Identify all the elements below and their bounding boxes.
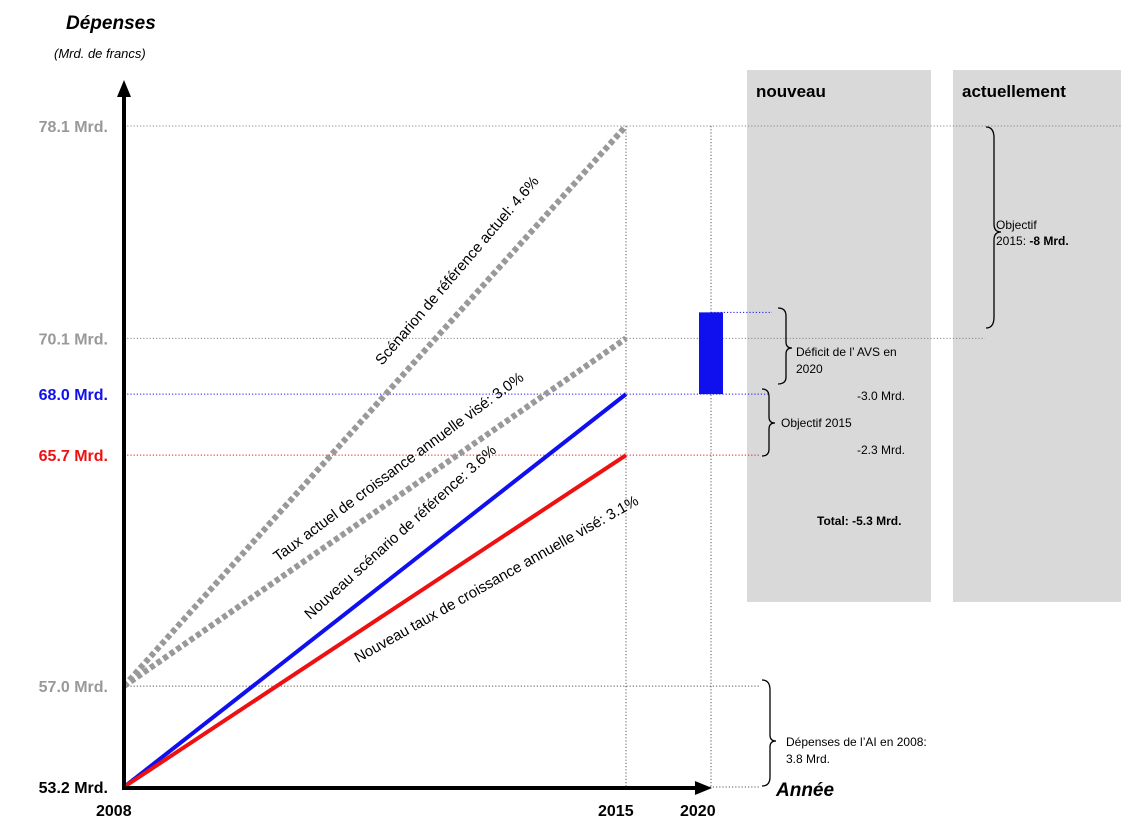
annotation-ai-line1: Dépenses de l’AI en 2008: — [786, 735, 927, 749]
x-tick-labels: 2008 2015 2020 — [96, 803, 716, 820]
brace-actuellement — [985, 126, 1002, 329]
annotation-ai-line2: 3.8 Mrd. — [786, 752, 830, 766]
annotation-objectif2015-value: -2.3 Mrd. — [857, 443, 905, 457]
y-tick-label-2: 68.0 Mrd. — [39, 387, 108, 404]
x-tick-label-2008: 2008 — [96, 803, 132, 820]
y-tick-label-3: 65.7 Mrd. — [39, 448, 108, 465]
y-axis-unit: (Mrd. de francs) — [54, 46, 146, 61]
panel-nouveau-title: nouveau — [756, 82, 826, 101]
annotation-objectif: Objectif — [996, 218, 1037, 232]
annotation-deficit-value: -3.0 Mrd. — [857, 389, 905, 403]
panel-actuellement — [953, 70, 1121, 602]
annotation-objectif2015: Objectif 2015 — [781, 416, 852, 430]
y-tick-label-0: 78.1 Mrd. — [39, 119, 108, 136]
deficit-bar — [699, 312, 723, 395]
panel-actuellement-title: actuellement — [962, 82, 1066, 101]
y-axis-arrow — [117, 80, 131, 97]
y-tick-labels: 78.1 Mrd. 70.1 Mrd. 68.0 Mrd. 65.7 Mrd. 57.0… — [39, 119, 108, 797]
x-tick-label-2020: 2020 — [680, 803, 716, 820]
y-tick-label-4: 57.0 Mrd. — [39, 679, 108, 696]
series-line-1 — [122, 335, 628, 689]
series-line-0 — [121, 123, 629, 689]
series-labels: Scénarion de référence actuel: 4.6%Taux … — [270, 173, 641, 666]
brace-objectif-2015 — [761, 388, 776, 457]
annotation-objectif-2015: 2015: -8 Mrd. — [996, 234, 1069, 248]
series-lines — [121, 123, 629, 789]
series-line-2 — [122, 392, 628, 789]
y-axis-title: Dépenses — [66, 13, 156, 34]
brace-ai — [761, 679, 777, 787]
x-axis-arrow — [695, 781, 712, 795]
annotation-deficit-line2: 2020 — [796, 362, 823, 376]
annotation-total: Total: -5.3 Mrd. — [817, 514, 901, 528]
y-tick-label-1: 70.1 Mrd. — [39, 331, 108, 348]
series-label-0: Scénarion de référence actuel: 4.6% — [372, 173, 543, 369]
annotation-deficit-line1: Déficit de l’ AVS en — [796, 345, 897, 359]
series-label-3: Nouveau taux de croissance annuelle visé… — [352, 492, 642, 666]
x-axis-title: Année — [775, 780, 835, 801]
panel-nouveau — [747, 70, 931, 602]
x-tick-label-2015: 2015 — [598, 803, 634, 820]
series-line-3 — [122, 453, 628, 789]
y-tick-label-5: 53.2 Mrd. — [39, 780, 108, 797]
brace-deficit — [777, 307, 793, 385]
